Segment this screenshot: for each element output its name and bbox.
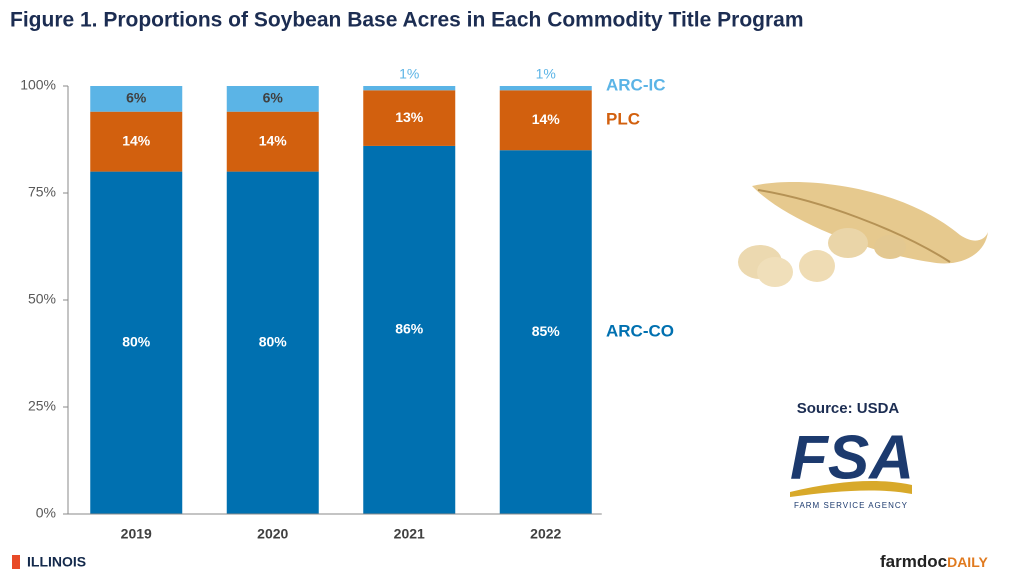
logo-agency: FARM SERVICE AGENCY <box>794 501 908 510</box>
footer-right: farmdocDAILY <box>880 552 988 571</box>
value-label: 1% <box>536 66 556 82</box>
legend-label: PLC <box>606 110 640 129</box>
value-label: 14% <box>532 111 561 127</box>
source: Source: USDA <box>797 400 900 417</box>
footer-right-main: farmdoc <box>880 552 947 571</box>
soybean-image <box>738 181 988 287</box>
y-tick-label: 75% <box>28 184 56 200</box>
bar-segment <box>499 90 592 151</box>
logo-swoosh <box>790 480 912 497</box>
value-label: 85% <box>532 323 561 339</box>
value-label: 6% <box>126 90 147 106</box>
chart-title: Figure 1. Proportions of Soybean Base Ac… <box>10 9 804 32</box>
value-label: 6% <box>263 90 284 106</box>
logo-acronym: FSA <box>790 423 914 492</box>
y-tick-label: 25% <box>28 398 56 414</box>
bar-segment <box>90 171 183 514</box>
y-tick-label: 50% <box>28 291 56 307</box>
bean <box>799 250 835 282</box>
value-label: 13% <box>395 109 424 125</box>
bar-segment <box>226 111 319 172</box>
value-label: 14% <box>122 132 151 148</box>
bar-segment <box>226 86 319 112</box>
legend-label: ARC-CO <box>606 322 674 341</box>
fsa-logo: FSA FARM SERVICE AGENCY <box>790 423 914 510</box>
bar-segment <box>226 171 319 514</box>
bar-segment <box>90 111 183 172</box>
bar-segment <box>90 86 183 112</box>
footer-left: ILLINOIS <box>27 554 86 570</box>
value-label: 14% <box>259 132 288 148</box>
value-label: 1% <box>399 66 419 82</box>
value-label: 80% <box>259 334 288 350</box>
footer-right-accent: DAILY <box>947 554 988 570</box>
value-label: 86% <box>395 321 424 337</box>
pod-seam <box>757 189 951 263</box>
x-tick-label: 2021 <box>394 526 425 542</box>
legend-label: ARC-IC <box>606 75 666 94</box>
x-tick-label: 2020 <box>257 526 288 542</box>
bean <box>874 235 906 259</box>
bean <box>757 257 793 287</box>
bar-segment <box>363 145 456 515</box>
illinois-mark <box>12 555 20 569</box>
y-tick-label: 0% <box>36 505 56 521</box>
bar-segment <box>499 150 592 514</box>
y-tick-label: 100% <box>20 77 56 93</box>
x-tick-label: 2022 <box>530 526 561 542</box>
x-tick-label: 2019 <box>121 526 152 542</box>
bar-segment <box>363 90 456 146</box>
value-label: 80% <box>122 334 151 350</box>
bean <box>828 228 868 258</box>
bar-segment <box>363 86 456 91</box>
bar-segment <box>499 86 592 91</box>
